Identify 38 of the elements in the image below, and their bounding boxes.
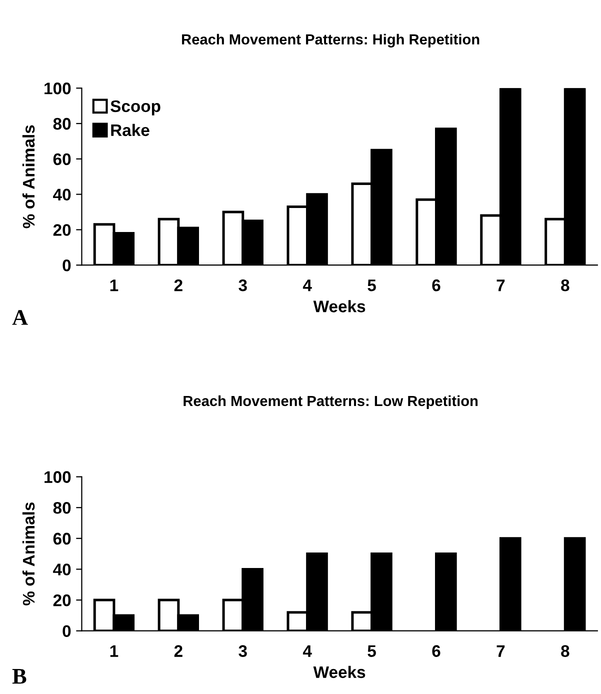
y-tick-label: 40 — [53, 188, 71, 201]
x-tick-label: 1 — [110, 280, 118, 292]
x-tick-label: 8 — [561, 279, 570, 292]
x-tick-label: 3 — [238, 279, 247, 292]
y-tick-label: 60 — [53, 532, 71, 545]
text: B — [12, 669, 26, 684]
chart-title: Reach Movement Patterns: Low Repetition — [184, 395, 478, 410]
x-tick-label: 8 — [561, 645, 570, 657]
x-tick-label: 2 — [174, 279, 182, 292]
x-tick-label: 6 — [432, 279, 440, 292]
x-tick-label: 5 — [368, 645, 376, 657]
chart-title: Reach Movement Patterns: High Repetition — [182, 34, 480, 48]
y-tick-label: 0 — [62, 625, 71, 638]
x-tick-label: 4 — [302, 645, 312, 657]
x-tick-label: 2 — [174, 645, 182, 657]
x-tick-label: 7 — [496, 280, 505, 292]
y-axis-title: % of Animals — [22, 125, 35, 228]
x-tick-label: 1 — [110, 645, 118, 657]
x-tick-label: 6 — [432, 645, 440, 657]
legend-label: Rake — [111, 124, 150, 136]
x-tick-label: 4 — [302, 280, 312, 292]
x-axis-title: Weeks — [313, 666, 366, 678]
y-tick-label: 60 — [53, 153, 71, 166]
x-tick-label: 5 — [368, 280, 376, 292]
x-axis-title: Weeks — [313, 300, 366, 312]
y-tick-label: 20 — [53, 224, 71, 236]
y-tick-label: 0 — [62, 260, 71, 272]
legend-label: Scoop — [110, 100, 160, 116]
y-tick-label: 100 — [44, 471, 71, 483]
y-tick-label: 20 — [53, 594, 71, 606]
y-tick-label: 80 — [53, 118, 71, 130]
y-tick-label: 80 — [53, 502, 71, 514]
x-tick-label: 7 — [496, 645, 505, 657]
text: A — [12, 310, 28, 325]
y-tick-label: 100 — [44, 82, 71, 94]
y-axis-title: % of Animals — [22, 502, 35, 606]
x-tick-label: 3 — [238, 645, 247, 657]
y-tick-label: 40 — [53, 564, 71, 576]
